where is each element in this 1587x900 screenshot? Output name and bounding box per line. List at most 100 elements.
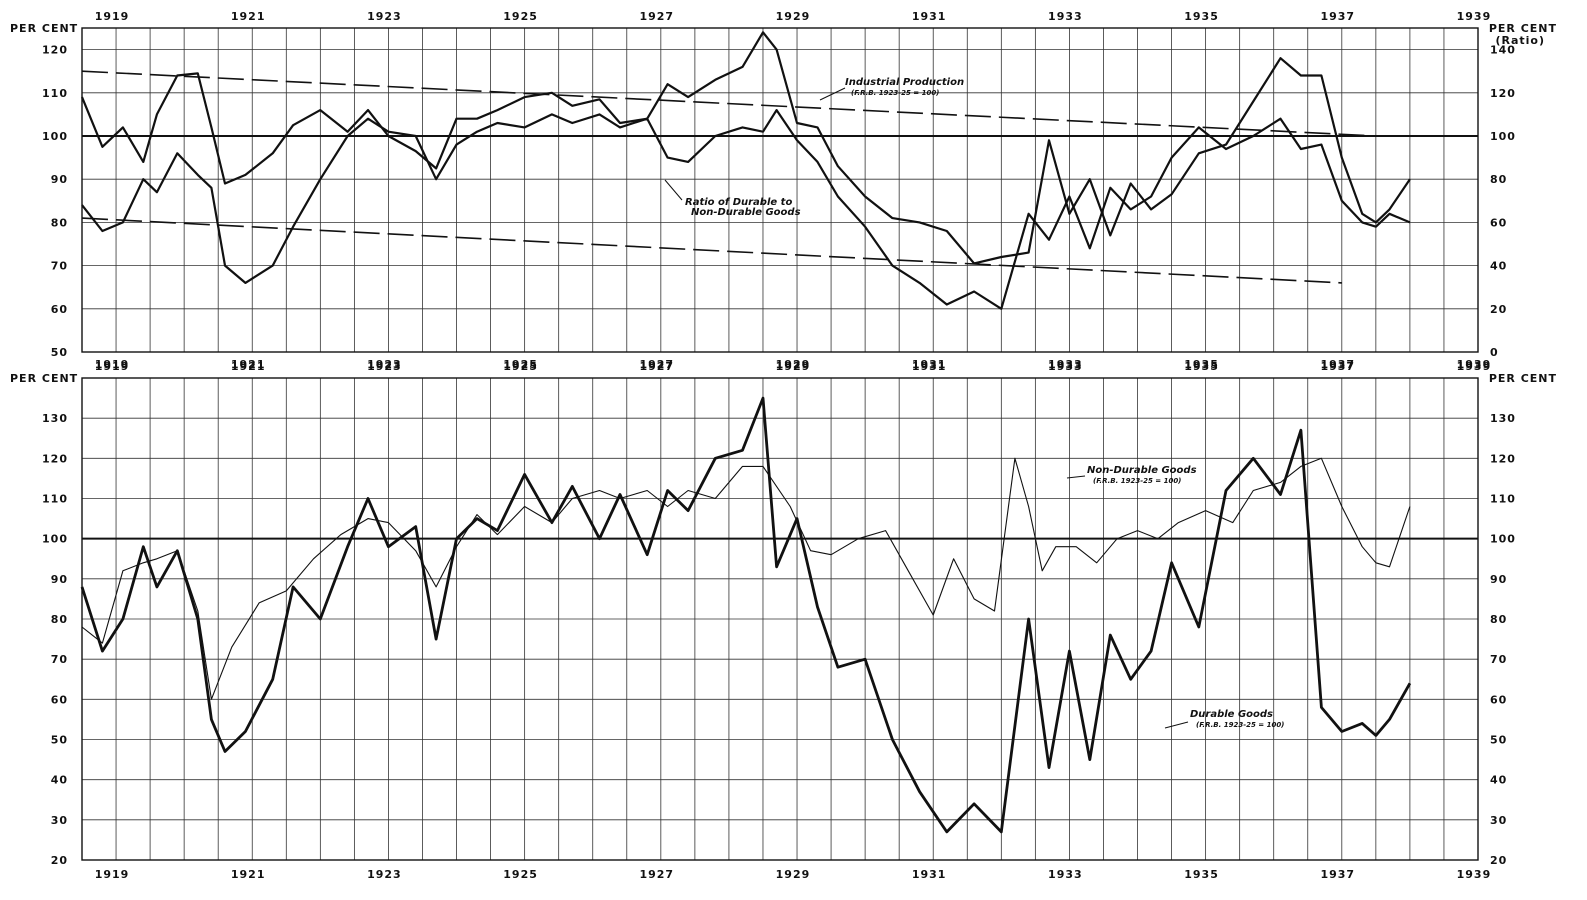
annotation-leader xyxy=(1066,475,1086,479)
x-tick-label-top: 1931 xyxy=(912,10,947,23)
annotation-subtext: (F.R.B. 1923-25 = 100) xyxy=(1093,477,1181,485)
left-tick-label: 120 xyxy=(42,452,68,465)
left-axis-label: PER CENT xyxy=(10,22,78,35)
x-tick-label-top: 1919 xyxy=(95,360,130,373)
annotation-subtext: Non-Durable Goods xyxy=(691,207,801,218)
x-tick-label-bottom: 1921 xyxy=(231,358,266,371)
x-tick-label-bottom: 1937 xyxy=(1320,358,1355,371)
annotation: Durable Goods(F.R.B. 1923-25 = 100) xyxy=(1164,709,1284,729)
x-tick-label-top: 1923 xyxy=(367,10,402,23)
x-tick-label-top: 1935 xyxy=(1184,10,1219,23)
left-tick-label: 110 xyxy=(42,493,68,506)
left-axis-label: PER CENT xyxy=(10,372,78,385)
x-tick-label-bottom: 1935 xyxy=(1184,358,1219,371)
annotation: Industrial Production(F.R.B. 1923-25 = 1… xyxy=(819,77,964,101)
series-line-industrial-production xyxy=(81,108,1411,310)
annotation-leader xyxy=(1164,721,1189,729)
x-tick-label-top: 1931 xyxy=(912,360,947,373)
right-axis-sublabel: (Ratio) xyxy=(1495,34,1545,47)
x-tick-label-top: 1925 xyxy=(503,10,538,23)
left-tick-label: 110 xyxy=(42,87,68,100)
series-line-ratio-of-durable-to-non-durable-goods xyxy=(80,31,1411,265)
x-tick-label-top: 1929 xyxy=(776,10,811,23)
x-tick-label-bottom: 1919 xyxy=(95,358,130,371)
right-tick-label: 40 xyxy=(1490,774,1507,787)
x-tick-label-bottom: 1935 xyxy=(1184,868,1219,881)
annotation-title: Industrial Production xyxy=(845,77,964,88)
left-tick-label: 40 xyxy=(51,774,68,787)
x-tick-label-top: 1925 xyxy=(503,360,538,373)
series-line-non-durable-goods xyxy=(81,457,1411,700)
right-tick-label: 20 xyxy=(1490,303,1507,316)
left-tick-label: 90 xyxy=(51,173,68,186)
x-tick-label-bottom: 1931 xyxy=(912,868,947,881)
right-tick-label: 120 xyxy=(1490,452,1516,465)
x-tick-label-top: 1919 xyxy=(95,10,130,23)
x-tick-label-top: 1935 xyxy=(1184,360,1219,373)
left-tick-label: 80 xyxy=(51,613,68,626)
x-tick-label-top: 1929 xyxy=(776,360,811,373)
right-tick-label: 30 xyxy=(1490,814,1507,827)
left-tick-label: 120 xyxy=(42,44,68,57)
x-tick-label-bottom: 1939 xyxy=(1457,868,1492,881)
x-tick-label-top: 1927 xyxy=(639,360,674,373)
left-tick-label: 20 xyxy=(51,854,68,867)
annotation-title: Non-Durable Goods xyxy=(1087,465,1197,476)
annotation-leader xyxy=(819,87,846,101)
series-line-industrial-production-trend xyxy=(81,70,1376,137)
right-tick-label: 80 xyxy=(1490,613,1507,626)
x-tick-label-bottom: 1929 xyxy=(776,868,811,881)
right-tick-label: 40 xyxy=(1490,260,1507,273)
chart-panel-1: 50 60 70 80 90 100 110 120 0 20 40 60 80 100 120 140 PER… xyxy=(10,10,1557,371)
right-tick-label: 60 xyxy=(1490,216,1507,229)
right-tick-label: 100 xyxy=(1490,130,1516,143)
left-tick-label: 60 xyxy=(51,303,68,316)
x-tick-label-top: 1939 xyxy=(1457,360,1492,373)
left-tick-label: 100 xyxy=(42,533,68,546)
left-tick-label: 130 xyxy=(42,412,68,425)
right-tick-label: 70 xyxy=(1490,653,1507,666)
right-tick-label: 0 xyxy=(1490,346,1499,359)
left-tick-label: 100 xyxy=(42,130,68,143)
x-tick-label-bottom: 1933 xyxy=(1048,358,1083,371)
right-tick-label: 60 xyxy=(1490,693,1507,706)
plot-frame xyxy=(81,377,1479,861)
series-line-durable-goods xyxy=(80,396,1412,834)
x-tick-label-bottom: 1929 xyxy=(776,358,811,371)
annotation-subtext: (F.R.B. 1923-25 = 100) xyxy=(851,89,939,97)
right-tick-label: 140 xyxy=(1490,44,1516,57)
x-tick-label-top: 1927 xyxy=(639,10,674,23)
x-tick-label-top: 1937 xyxy=(1320,10,1355,23)
left-tick-label: 80 xyxy=(51,216,68,229)
x-tick-label-bottom: 1921 xyxy=(231,868,266,881)
right-axis-label: PER CENT xyxy=(1489,22,1557,35)
right-tick-label: 110 xyxy=(1490,493,1516,506)
left-tick-label: 30 xyxy=(51,814,68,827)
x-tick-label-bottom: 1927 xyxy=(639,868,674,881)
annotation-title: Durable Goods xyxy=(1190,709,1273,720)
x-tick-label-bottom: 1925 xyxy=(503,868,538,881)
plot-frame xyxy=(81,27,1479,353)
right-tick-label: 100 xyxy=(1490,533,1516,546)
right-tick-label: 20 xyxy=(1490,854,1507,867)
x-tick-label-top: 1933 xyxy=(1048,360,1083,373)
x-tick-label-top: 1933 xyxy=(1048,10,1083,23)
x-tick-label-bottom: 1927 xyxy=(639,358,674,371)
annotation-title: Ratio of Durable to xyxy=(685,197,792,208)
x-tick-label-bottom: 1925 xyxy=(503,358,538,371)
series-line-ratio-trend xyxy=(81,217,1342,284)
annotation: Non-Durable Goods(F.R.B. 1923-25 = 100) xyxy=(1066,465,1197,485)
left-tick-label: 70 xyxy=(51,260,68,273)
x-tick-label-top: 1937 xyxy=(1320,360,1355,373)
left-tick-label: 90 xyxy=(51,573,68,586)
left-tick-label: 50 xyxy=(51,346,68,359)
x-tick-label-bottom: 1933 xyxy=(1048,868,1083,881)
x-tick-label-top: 1921 xyxy=(231,10,266,23)
chart-panel-2: 20 30 40 50 60 70 80 90 100 110 120 130 20 30 40 50 60 70… xyxy=(10,360,1557,881)
x-tick-label-top: 1939 xyxy=(1457,10,1492,23)
annotation-leader xyxy=(664,179,683,201)
right-axis-label: PER CENT xyxy=(1489,372,1557,385)
